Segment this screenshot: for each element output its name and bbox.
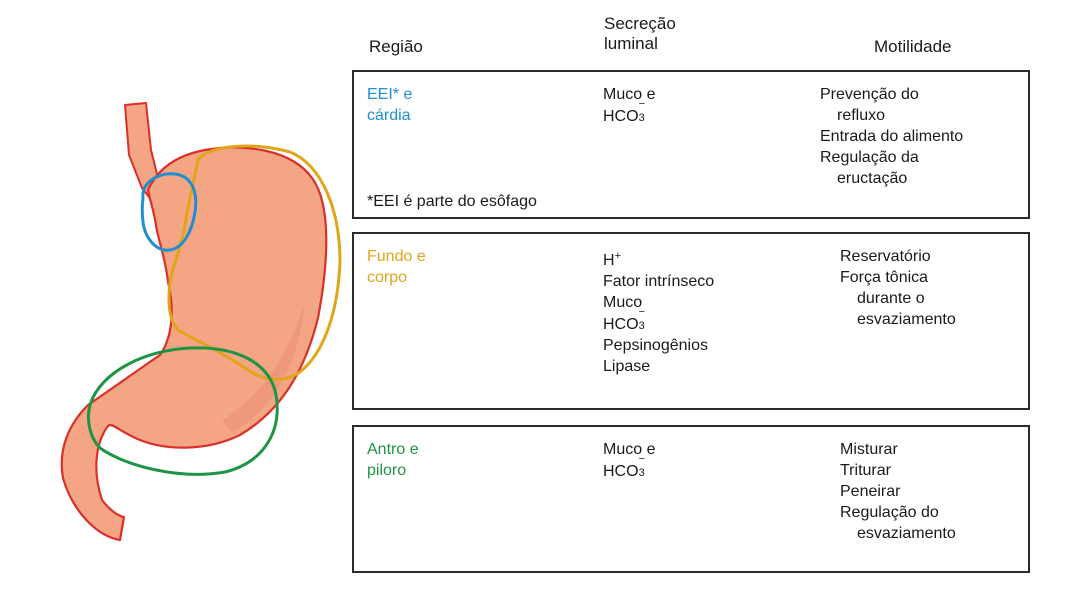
region-name-fundo: Fundo e corpo [367, 246, 426, 288]
secretion-item: Pepsinogênios [603, 337, 708, 354]
secretion-item: Lipase [603, 358, 651, 375]
region-name-line1: EEI* e [367, 86, 413, 103]
secretion-item: Fator intrínseco [603, 273, 715, 290]
antro-piloro-outline [86, 346, 279, 476]
proton-charge: + [614, 250, 621, 262]
motility-item: Peneirar [840, 483, 901, 500]
motility-item: Prevenção do [820, 86, 919, 103]
secretion-item: Muco e [603, 441, 656, 458]
motility-item: Regulação do [840, 504, 939, 521]
header-secretion-line2: luminal [604, 34, 658, 53]
bicarbonate-charge: − [638, 306, 645, 318]
bicarbonate-subscript: 3 [638, 112, 645, 124]
row-fundo-corpo: Fundo e corpo H+ Fator intrínseco Muco H… [352, 232, 1030, 410]
secretion-bicarbonate: HCO −3 [603, 454, 655, 482]
region-name-line2: cárdia [367, 107, 411, 124]
motility-item: Triturar [840, 462, 891, 479]
secretion-item: Muco [603, 294, 643, 311]
eei-footnote: *EEI é parte do esôfago [367, 193, 537, 210]
secretion-fundo: H+ Fator intrínseco Muco HCO −3 Pepsinogê… [603, 246, 714, 377]
motility-item: refluxo [837, 107, 886, 124]
secretion-antro: Muco e HCO −3 [603, 439, 655, 482]
region-name-line2: piloro [367, 462, 407, 479]
motility-item: Misturar [840, 441, 898, 458]
motility-item: esvaziamento [857, 311, 956, 328]
header-secretion-line1: Secreção [604, 14, 676, 33]
region-name-line2: corpo [367, 269, 408, 286]
bicarbonate-base: HCO [603, 463, 639, 480]
header-region: Região [369, 37, 423, 56]
motility-item: esvaziamento [857, 525, 956, 542]
region-name-line1: Antro e [367, 441, 419, 458]
proton-base: H [603, 252, 615, 269]
header-secretion: Secreção luminal [604, 14, 676, 54]
secretion-eei: Muco e HCO −3 [603, 84, 655, 127]
motility-item: Regulação da [820, 149, 919, 166]
motility-item: eructação [837, 170, 908, 187]
region-name-eei: EEI* e cárdia [367, 84, 412, 126]
motility-item: Força tônica [840, 269, 929, 286]
motility-antro: Misturar Triturar Peneirar Regulação do … [840, 439, 956, 544]
bicarbonate-charge: − [638, 453, 645, 465]
bicarbonate-base: HCO [603, 108, 639, 125]
bicarbonate-subscript: 3 [638, 467, 645, 479]
bicarbonate-subscript: 3 [638, 320, 645, 332]
secretion-bicarbonate: HCO −3 [603, 99, 655, 127]
region-name-line1: Fundo e [367, 248, 426, 265]
stomach-illustration [60, 102, 342, 542]
motility-item: Entrada do alimento [820, 128, 964, 145]
row-eei-cardia: EEI* e cárdia Muco e HCO −3 Prevenção do … [352, 70, 1030, 219]
secretion-bicarbonate: HCO −3 [603, 307, 714, 335]
bicarbonate-charge-sub: −3 [638, 454, 647, 479]
motility-item: durante o [857, 290, 925, 307]
header-motility: Motilidade [874, 37, 952, 56]
stomach-body [60, 146, 328, 542]
secretion-item: Muco e [603, 86, 656, 103]
bicarbonate-base: HCO [603, 316, 639, 333]
motility-fundo: Reservatório Força tônica durante o esva… [840, 246, 956, 330]
bicarbonate-charge: − [638, 98, 645, 110]
row-antro-piloro: Antro e piloro Muco e HCO −3 Misturar Tri… [352, 425, 1030, 573]
bicarbonate-charge-sub: −3 [638, 99, 647, 124]
stomach-shading [222, 300, 305, 432]
region-name-antro: Antro e piloro [367, 439, 419, 481]
eei-cardia-outline [140, 172, 198, 252]
bicarbonate-charge-sub: −3 [638, 307, 647, 332]
motility-item: Reservatório [840, 248, 931, 265]
secretion-proton: H+ [603, 246, 714, 271]
motility-eei: Prevenção do refluxo Entrada do alimento… [820, 84, 963, 189]
